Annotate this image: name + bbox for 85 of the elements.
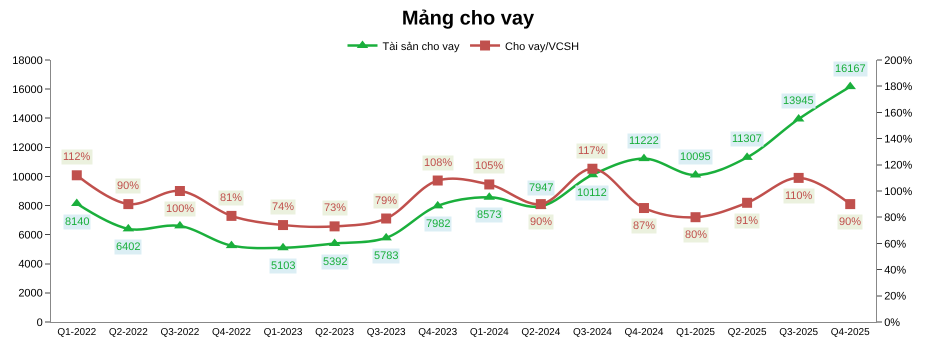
x-tick-label: Q4-2022 <box>212 327 252 338</box>
data-label: 10112 <box>577 187 607 199</box>
x-tick-label: Q1-2024 <box>470 327 510 338</box>
x-tick-label: Q4-2023 <box>418 327 458 338</box>
y2-tick-label: 20% <box>884 290 906 303</box>
data-label: 7982 <box>426 218 450 230</box>
data-label: 117% <box>578 145 606 157</box>
point <box>330 221 340 232</box>
data-label: 8140 <box>65 216 90 228</box>
data-label: 5103 <box>271 260 296 272</box>
y-tick-label: 12000 <box>12 142 43 154</box>
point <box>432 176 443 186</box>
y2-tick-label: 40% <box>884 264 906 276</box>
x-tick-label: Q2-2024 <box>521 327 561 338</box>
data-label: 74% <box>272 201 294 213</box>
point <box>742 198 752 208</box>
point <box>845 199 856 210</box>
x-tick-label: Q1-2025 <box>676 327 716 338</box>
data-label: 5783 <box>374 250 398 262</box>
data-label: 8573 <box>477 209 502 221</box>
x-tick-label: Q3-2024 <box>572 327 612 338</box>
point <box>690 212 701 222</box>
y-tick-label: 18000 <box>12 54 43 67</box>
point <box>123 199 134 210</box>
data-label: 90% <box>117 180 140 192</box>
point <box>174 186 185 196</box>
data-label: 105% <box>475 160 504 172</box>
point <box>794 172 804 183</box>
data-label: 10095 <box>680 151 711 163</box>
y2-tick-label: 200% <box>884 54 913 67</box>
data-label: 7947 <box>529 182 554 194</box>
x-tick-label: Q4-2024 <box>624 327 664 338</box>
y-tick-label: 6000 <box>18 230 43 242</box>
x-tick-label: Q3-2022 <box>160 327 200 338</box>
x-tick-label: Q3-2025 <box>779 327 819 338</box>
y2-tick-label: 80% <box>884 212 906 224</box>
point <box>638 203 649 214</box>
y-tick-label: 16000 <box>12 84 43 96</box>
point <box>278 220 288 230</box>
x-tick-label: Q2-2022 <box>108 327 148 338</box>
y-tick-label: 4000 <box>18 258 43 271</box>
x-tick-label: Q3-2023 <box>366 327 406 338</box>
point <box>484 179 494 190</box>
point <box>72 170 82 180</box>
y2-tick-label: 0% <box>884 316 900 329</box>
point <box>226 210 236 221</box>
x-tick-label: Q1-2022 <box>57 327 97 338</box>
data-label: 81% <box>220 192 242 204</box>
point <box>381 214 392 224</box>
legend-label: Tài sản cho vay <box>382 40 460 53</box>
data-label: 90% <box>839 216 862 228</box>
data-label: 100% <box>166 203 194 215</box>
data-label: 87% <box>633 220 656 232</box>
x-tick-label: Q4-2025 <box>830 327 870 338</box>
data-label: 11307 <box>732 133 762 145</box>
data-label: 13945 <box>783 95 814 107</box>
point <box>587 164 598 174</box>
data-label: 112% <box>63 151 91 163</box>
y2-tick-label: 60% <box>884 238 906 250</box>
data-label: 108% <box>424 157 452 169</box>
y2-tick-label: 160% <box>884 107 913 120</box>
x-tick-label: Q2-2025 <box>728 327 767 338</box>
data-label: 5392 <box>323 256 348 268</box>
y-tick-label: 14000 <box>12 113 43 126</box>
data-label: 11222 <box>629 135 659 147</box>
y-tick-label: 0 <box>36 316 43 329</box>
data-label: 90% <box>530 216 552 228</box>
y-tick-label: 10000 <box>12 171 43 184</box>
data-label: 79% <box>375 195 398 207</box>
y2-tick-label: 100% <box>884 186 913 198</box>
data-label: 73% <box>324 202 346 214</box>
chart-title: Mảng cho vay <box>402 8 535 30</box>
y2-tick-label: 180% <box>884 81 913 94</box>
data-label: 91% <box>736 215 758 227</box>
x-tick-label: Q2-2023 <box>315 327 354 338</box>
data-label: 16167 <box>835 63 866 75</box>
y-tick-label: 2000 <box>18 288 43 300</box>
y-tick-label: 8000 <box>18 200 43 212</box>
legend-label: Cho vay/VCSH <box>505 40 580 53</box>
x-tick-label: Q1-2023 <box>264 327 303 338</box>
data-label: 6402 <box>116 241 140 253</box>
y2-tick-label: 140% <box>884 133 913 146</box>
data-label: 80% <box>685 229 708 241</box>
y2-tick-label: 120% <box>884 160 913 172</box>
data-label: 110% <box>785 190 813 202</box>
